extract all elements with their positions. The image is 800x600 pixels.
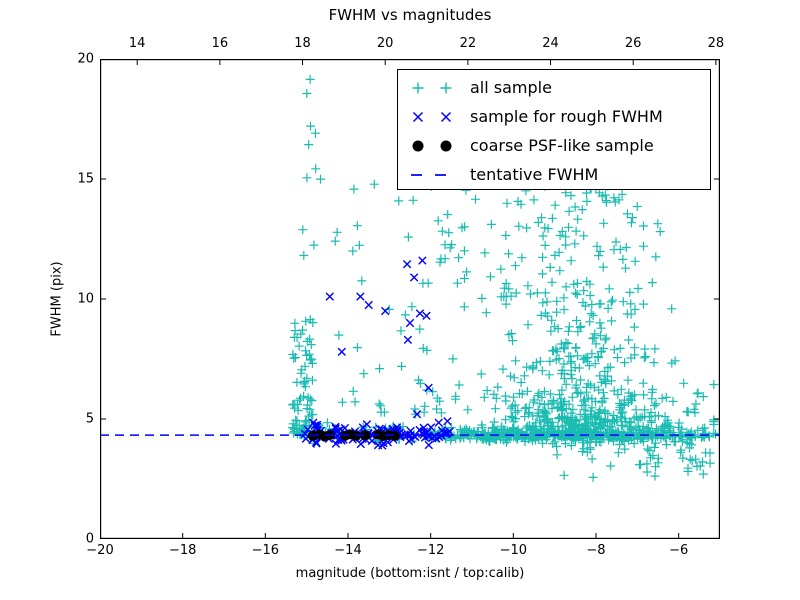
- x-axis-label: magnitude (bottom:isnt / top:calib): [295, 566, 525, 581]
- x-tick-label-bottom: −6: [669, 543, 689, 558]
- series-x: [300, 256, 455, 451]
- legend-label: sample for rough FWHM: [470, 107, 663, 126]
- y-tick-label: 20: [77, 51, 94, 67]
- scatter-canvas: [99, 58, 720, 540]
- chart-title: FWHM vs magnitudes: [328, 6, 492, 24]
- y-tick-label: 15: [77, 171, 94, 187]
- legend-label: tentative FWHM: [470, 165, 599, 184]
- legend-entry-tentative-fwhm: tentative FWHM: [398, 160, 710, 189]
- x-tick-label-top: 26: [624, 36, 642, 51]
- x-tick-label-top: 24: [542, 36, 559, 51]
- plus-marker-icon: [412, 82, 452, 93]
- x-tick-label-bottom: −16: [251, 543, 280, 558]
- legend-entry-all-sample: all sample: [398, 73, 710, 102]
- x-tick-label-bottom: −20: [86, 543, 114, 558]
- legend-entry-rough-fwhm: sample for rough FWHM: [398, 102, 710, 131]
- y-tick-label: 5: [85, 411, 94, 427]
- legend-entry-psf-sample: coarse PSF-like sample: [398, 131, 710, 160]
- plot-area: all sample sample for rough FWHM coarse …: [99, 58, 720, 540]
- x-tick-label-top: 22: [459, 36, 477, 51]
- x-tick-label-bottom: −12: [416, 543, 445, 558]
- legend-label: all sample: [470, 78, 552, 97]
- legend-label: coarse PSF-like sample: [470, 136, 654, 155]
- dashed-line-icon: [411, 173, 455, 176]
- x-tick-label-bottom: −10: [499, 543, 528, 558]
- x-tick-label-top: 20: [376, 36, 394, 51]
- x-tick-label-bottom: −8: [586, 543, 606, 558]
- y-tick-label: 10: [77, 291, 94, 307]
- x-tick-label-bottom: −18: [168, 543, 197, 558]
- legend: all sample sample for rough FWHM coarse …: [397, 69, 711, 190]
- dot-marker-icon: [412, 140, 452, 151]
- x-tick-label-top: 28: [707, 36, 725, 51]
- x-tick-label-top: 18: [294, 36, 311, 51]
- x-tick-label-top: 16: [211, 36, 229, 51]
- x-tick-label-top: 14: [128, 36, 146, 51]
- y-tick-label: 0: [85, 531, 94, 547]
- x-tick-label-bottom: −14: [334, 543, 362, 558]
- axes-frame: [100, 59, 720, 539]
- x-marker-icon: [412, 111, 452, 122]
